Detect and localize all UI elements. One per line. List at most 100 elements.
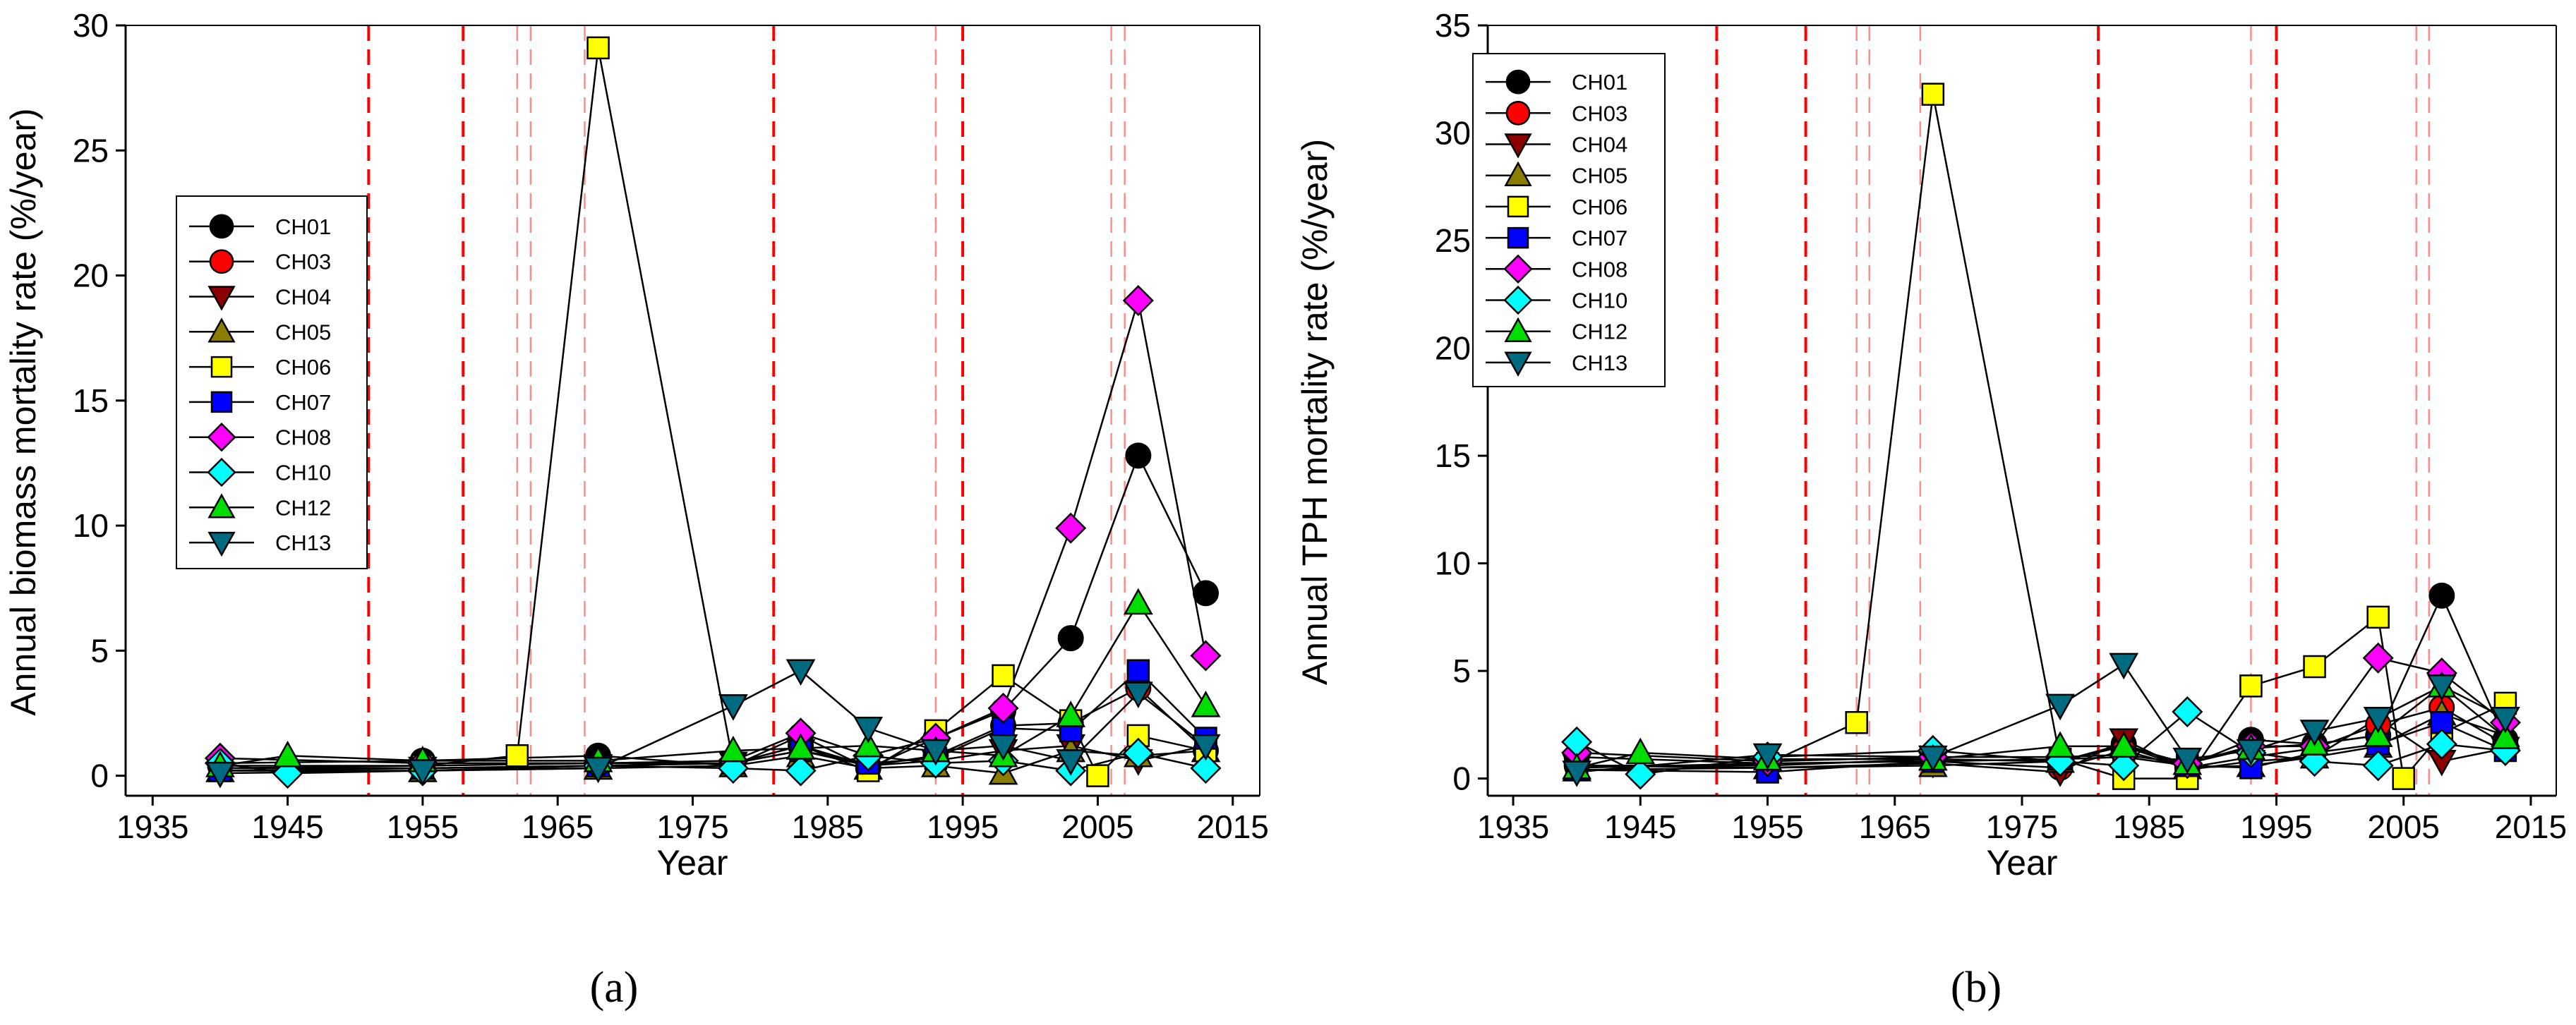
x-tick-label: 1935 xyxy=(1477,808,1549,845)
legend-item-ch04: CH04 xyxy=(189,285,331,311)
point-ch12-1945 xyxy=(272,740,303,768)
legend-label: CH12 xyxy=(1572,320,1627,344)
x-axis-label: Year xyxy=(1986,843,2057,883)
legend-item-ch07: CH07 xyxy=(1486,226,1627,250)
point-ch10-2003 xyxy=(2362,750,2394,782)
y-tick-label: 5 xyxy=(1452,653,1471,689)
series-group xyxy=(204,36,1222,789)
legend-item-ch08: CH08 xyxy=(1486,254,1627,284)
legend-item-ch03: CH03 xyxy=(189,249,331,274)
x-tick-label: 1985 xyxy=(2113,808,2185,845)
legend-marker-ch06 xyxy=(1507,195,1529,218)
point-ch06-2005 xyxy=(1086,764,1109,787)
x-tick-label: 1955 xyxy=(387,808,459,845)
legend-item-ch13: CH13 xyxy=(189,530,331,557)
point-ch12-2003 xyxy=(1056,700,1086,727)
y-tick-label: 10 xyxy=(1435,545,1471,582)
point-ch13-2013 xyxy=(2491,706,2520,734)
legend: CH01 CH03 CH04 CH05 CH06 CH07 CH08 CH10 CH12 CH13 xyxy=(176,195,368,569)
x-tick-label: 2005 xyxy=(2368,808,2440,845)
point-ch13-1998 xyxy=(988,734,1018,761)
legend-label: CH10 xyxy=(275,461,331,485)
point-ch06-1998 xyxy=(2303,655,2326,679)
event-lines xyxy=(1715,25,2431,796)
legend-marker-ch05 xyxy=(1504,161,1532,186)
x-tick-label: 1995 xyxy=(2240,808,2312,845)
legend-marker-ch03 xyxy=(1505,100,1531,126)
point-ch06-1962 xyxy=(1845,711,1868,734)
point-ch13-1978 xyxy=(718,694,748,721)
y-tick-label: 35 xyxy=(1435,7,1471,44)
legend-label: CH12 xyxy=(275,495,331,520)
point-ch13-1968 xyxy=(583,756,613,784)
legend-item-ch13: CH13 xyxy=(1486,351,1627,377)
point-ch13-1993 xyxy=(2236,739,2266,766)
x-tick-label: 2015 xyxy=(1197,808,1269,845)
legend-marker-ch05 xyxy=(207,317,236,343)
x-tick-label: 1945 xyxy=(1604,808,1676,845)
point-ch13-1955 xyxy=(408,759,438,786)
x-axis-label: Year xyxy=(656,843,728,883)
legend-marker-ch12 xyxy=(207,493,236,518)
legend-item-ch05: CH05 xyxy=(189,317,331,344)
legend-item-ch08: CH08 xyxy=(189,423,331,452)
point-ch08-1998 xyxy=(987,692,1019,724)
point-ch13-1998 xyxy=(2299,720,2330,746)
legend-marker-ch04 xyxy=(1504,133,1532,159)
legend-item-ch10: CH10 xyxy=(1486,285,1627,315)
point-ch13-1988 xyxy=(2172,747,2203,775)
x-tick-label: 1935 xyxy=(116,808,188,845)
legend-label: CH06 xyxy=(275,355,331,380)
x-tick-label: 1965 xyxy=(522,808,594,845)
legend-marker-ch01 xyxy=(209,214,234,239)
point-ch10-1945 xyxy=(272,758,303,789)
legend-label: CH04 xyxy=(275,285,331,310)
panel-b: 1935 1945 1955 1965 1975 1985 1995 2005 20150510… xyxy=(1295,7,2567,883)
legend-label: CH01 xyxy=(275,214,331,239)
legend-marker-ch13 xyxy=(207,531,236,557)
point-ch06-2003 xyxy=(2366,605,2390,629)
legend: CH01 CH03 CH04 CH05 CH06 CH07 CH08 CH10 CH12 CH13 xyxy=(1472,53,1666,387)
point-ch06-1962 xyxy=(505,744,529,768)
point-ch12-2008 xyxy=(1123,588,1153,615)
legend-marker-ch04 xyxy=(207,286,236,311)
legend-marker-ch06 xyxy=(210,356,233,378)
point-ch06-1998 xyxy=(992,664,1015,688)
y-tick-label: 30 xyxy=(73,7,109,44)
legend-marker-ch13 xyxy=(1504,351,1532,377)
legend-label: CH08 xyxy=(275,425,331,450)
point-ch10-1945 xyxy=(1625,758,1656,790)
legend-item-ch03: CH03 xyxy=(1486,100,1627,126)
y-axis-label: Annual TPH mortality rate (%/year) xyxy=(1295,139,1335,685)
legend-marker-ch10 xyxy=(1503,285,1533,315)
point-ch08-2008 xyxy=(1122,284,1154,317)
x-tick-label: 1995 xyxy=(927,808,999,845)
panel-b-label: (b) xyxy=(1951,964,2002,1012)
legend-label: CH13 xyxy=(1572,351,1627,375)
point-ch12-1945 xyxy=(1625,737,1656,765)
legend-item-ch01: CH01 xyxy=(189,214,331,239)
legend-item-ch12: CH12 xyxy=(1486,317,1627,344)
point-ch07-2008 xyxy=(1126,659,1150,682)
y-tick-label: 25 xyxy=(1435,222,1471,259)
legend-label: CH07 xyxy=(275,390,331,415)
legend-marker-ch12 xyxy=(1504,317,1532,342)
legend-marker-ch01 xyxy=(1505,69,1531,95)
point-ch13-1955 xyxy=(1752,743,1783,770)
legend-label: CH01 xyxy=(1572,70,1627,95)
point-ch13-2013 xyxy=(1191,734,1221,761)
legend-marker-ch07 xyxy=(1507,226,1529,249)
legend-box xyxy=(1472,53,1666,387)
legend-box xyxy=(176,195,368,569)
y-axis-label: Annual biomass mortality rate (%/year) xyxy=(4,108,43,715)
point-ch12-2003 xyxy=(2363,720,2393,747)
y-tick-label: 20 xyxy=(1435,330,1471,367)
x-tick-label: 2005 xyxy=(1061,808,1133,845)
point-ch06-1993 xyxy=(2239,674,2263,698)
point-ch01-2008 xyxy=(1125,442,1152,469)
point-ch01-2008 xyxy=(2428,582,2455,609)
point-ch08-2013 xyxy=(1190,640,1222,672)
legend-label: CH05 xyxy=(1572,164,1627,188)
point-ch10-2013 xyxy=(1190,752,1222,784)
